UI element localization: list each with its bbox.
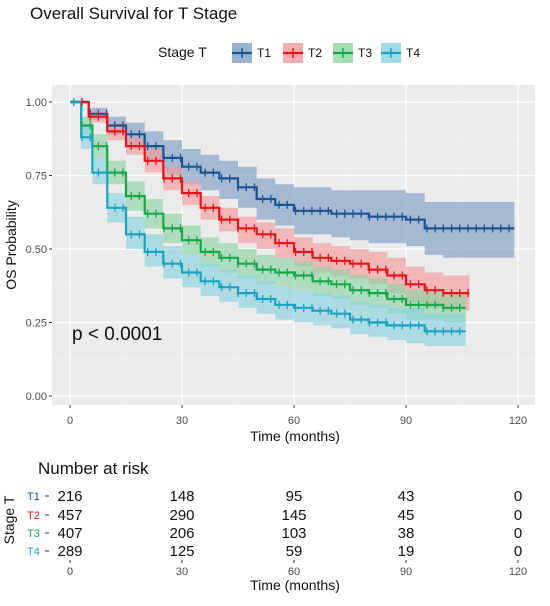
risk-cell: 290 bbox=[169, 507, 194, 524]
risk-table: T1 216 148 95 43 0 T2 457 290 145 45 0 T3 407 206 103 38… bbox=[27, 488, 527, 578]
risk-cell: 45 bbox=[398, 507, 415, 524]
x-axis-label: Time (months) bbox=[250, 428, 340, 444]
x-tick-label: 30 bbox=[176, 415, 188, 427]
p-value-annotation: p < 0.0001 bbox=[72, 324, 162, 345]
risk-cell: 457 bbox=[57, 507, 82, 524]
risk-cell: 125 bbox=[169, 543, 194, 560]
x-tick-label: 60 bbox=[288, 415, 300, 427]
risk-cell: 38 bbox=[398, 525, 415, 542]
legend: Stage T T1 T2 T3 T4 bbox=[158, 43, 420, 63]
risk-x-tick-label: 0 bbox=[67, 566, 73, 578]
risk-cell: 0 bbox=[514, 507, 522, 524]
risk-row-label-t2: T2 bbox=[27, 510, 40, 522]
risk-cell: 145 bbox=[281, 507, 306, 524]
y-tick-label: 1.00 bbox=[26, 97, 47, 109]
y-axis-label: OS Probability bbox=[3, 200, 19, 289]
survival-curves bbox=[70, 100, 515, 333]
band-t1 bbox=[70, 102, 515, 258]
risk-row-label-t1: T1 bbox=[27, 491, 40, 503]
risk-x-tick-label: 30 bbox=[176, 566, 188, 578]
y-tick-label: 0.50 bbox=[26, 244, 47, 256]
risk-y-label: Stage T bbox=[1, 495, 17, 544]
risk-cell: 206 bbox=[169, 525, 194, 542]
y-tick-label: 0.75 bbox=[26, 171, 47, 183]
risk-cell: 0 bbox=[514, 543, 522, 560]
risk-cell: 0 bbox=[514, 488, 522, 505]
x-tick-label: 120 bbox=[509, 415, 527, 427]
risk-x-tick-label: 120 bbox=[509, 566, 527, 578]
x-axis: 0 30 60 90 120 bbox=[67, 405, 527, 427]
band-t2 bbox=[70, 102, 470, 311]
y-tick-label: 0.00 bbox=[26, 391, 47, 403]
risk-cell: 0 bbox=[514, 525, 522, 542]
risk-cell: 59 bbox=[286, 543, 303, 560]
legend-label-t4: T4 bbox=[406, 46, 420, 60]
risk-cell: 289 bbox=[57, 543, 82, 560]
risk-row-label-t4: T4 bbox=[27, 546, 40, 558]
curve-t3 bbox=[70, 100, 466, 309]
risk-cell: 216 bbox=[57, 488, 82, 505]
risk-cell: 95 bbox=[286, 488, 303, 505]
risk-cell: 148 bbox=[169, 488, 194, 505]
y-axis: 0.00 0.25 0.50 0.75 1.00 bbox=[26, 97, 52, 403]
curve-t1 bbox=[70, 100, 515, 230]
risk-table-title: Number at risk bbox=[38, 459, 149, 478]
band-t3 bbox=[70, 102, 466, 323]
risk-cell: 103 bbox=[281, 525, 306, 542]
band-t4 bbox=[70, 102, 466, 346]
x-tick-label: 90 bbox=[400, 415, 412, 427]
confidence-bands bbox=[70, 102, 515, 346]
risk-cell: 19 bbox=[398, 543, 415, 560]
legend-label-t2: T2 bbox=[308, 46, 322, 60]
legend-label-t3: T3 bbox=[358, 46, 372, 60]
x-tick-label: 0 bbox=[67, 415, 73, 427]
chart-title: Overall Survival for T Stage bbox=[30, 4, 237, 23]
risk-row-label-t3: T3 bbox=[27, 528, 40, 540]
curve-t2 bbox=[70, 100, 470, 295]
risk-x-tick-label: 90 bbox=[400, 566, 412, 578]
risk-cell: 43 bbox=[398, 488, 415, 505]
risk-cell: 407 bbox=[57, 525, 82, 542]
legend-title: Stage T bbox=[158, 44, 207, 60]
risk-x-tick-label: 60 bbox=[288, 566, 300, 578]
y-tick-label: 0.25 bbox=[26, 318, 47, 330]
risk-x-label: Time (months) bbox=[250, 577, 340, 593]
censor-marks bbox=[73, 98, 510, 336]
legend-label-t1: T1 bbox=[257, 46, 271, 60]
